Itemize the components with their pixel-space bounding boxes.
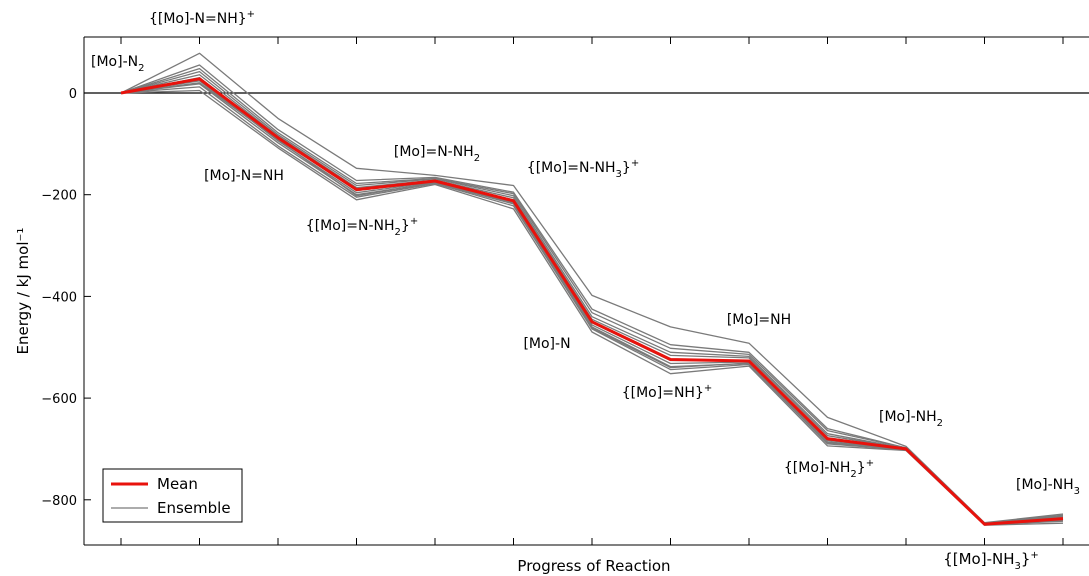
step-label-11: [Mo]-NH2 [879,409,943,429]
x-axis-label: Progress of Reaction [517,557,670,575]
legend: Mean Ensemble [102,468,243,523]
plot-background [84,37,1089,545]
step-label-7: [Mo]-N [523,336,570,352]
step-label-2: {[Mo]-N=NH}+ [149,9,255,27]
step-annotations: [Mo]-N2 {[Mo]-N=NH}+ [Mo]-N=NH {[Mo]=N-NH2}… [91,9,1080,572]
step-label-9: [Mo]=NH [727,312,791,328]
mean-line [120,77,1064,526]
y-tick-label: −600 [41,392,77,407]
step-label-5: [Mo]=N-NH2 [394,144,480,164]
ensemble-line-1 [120,52,1064,524]
step-label-6: {[Mo]=N-NH3}+ [527,158,639,180]
mean-line-group [120,77,1064,526]
y-tick-label: −800 [41,494,77,509]
step-label-10: {[Mo]-NH2}+ [784,458,874,480]
step-label-3: [Mo]-N=NH [204,168,284,184]
step-label-12: {[Mo]-NH3}+ [943,550,1039,572]
step-label-1: [Mo]-N2 [91,54,144,74]
y-tick-label: −200 [41,189,77,204]
legend-ensemble-label: Ensemble [157,499,231,517]
step-label-4: {[Mo]=N-NH2}+ [306,216,418,238]
step-label-8: {[Mo]=NH}+ [622,383,713,401]
plot-frame [83,36,1089,546]
step-label-13: [Mo]-NH3 [1016,477,1080,497]
y-axis-ticks: 0 −200 −400 −600 −800 [41,87,91,509]
y-axis-label: Energy / kJ mol⁻¹ [14,228,32,355]
legend-box [102,468,243,523]
y-tick-label: −400 [41,290,77,305]
y-tick-label: 0 [69,87,77,102]
x-axis-ticks [120,37,1064,545]
legend-mean-label: Mean [157,475,198,493]
